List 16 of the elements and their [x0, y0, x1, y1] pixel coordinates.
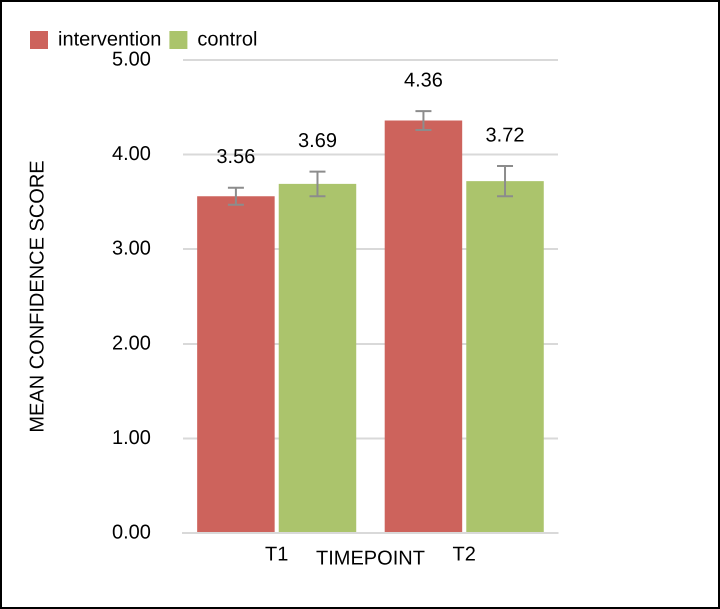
y-tick-label: 2.00 — [112, 332, 151, 354]
data-label: 3.56 — [216, 146, 256, 168]
data-label: 3.69 — [298, 130, 337, 152]
x-tick-label: T1 — [265, 544, 288, 566]
legend-label: control — [197, 28, 258, 51]
x-axis-title: TIMEPOINT — [316, 548, 425, 570]
y-tick-label: 5.00 — [112, 48, 151, 71]
data-label: 4.36 — [404, 70, 443, 92]
y-tick-label: 1.00 — [112, 426, 151, 449]
legend-label: intervention — [58, 28, 162, 51]
y-axis-title: MEAN CONFIDENCE SCORE — [26, 160, 49, 433]
data-label: 3.72 — [486, 124, 524, 146]
x-tick-label: T2 — [452, 544, 476, 566]
y-tick-label: 3.00 — [112, 238, 151, 260]
y-tick-label: 4.00 — [112, 143, 151, 166]
y-tick-label: 0.00 — [112, 522, 151, 544]
